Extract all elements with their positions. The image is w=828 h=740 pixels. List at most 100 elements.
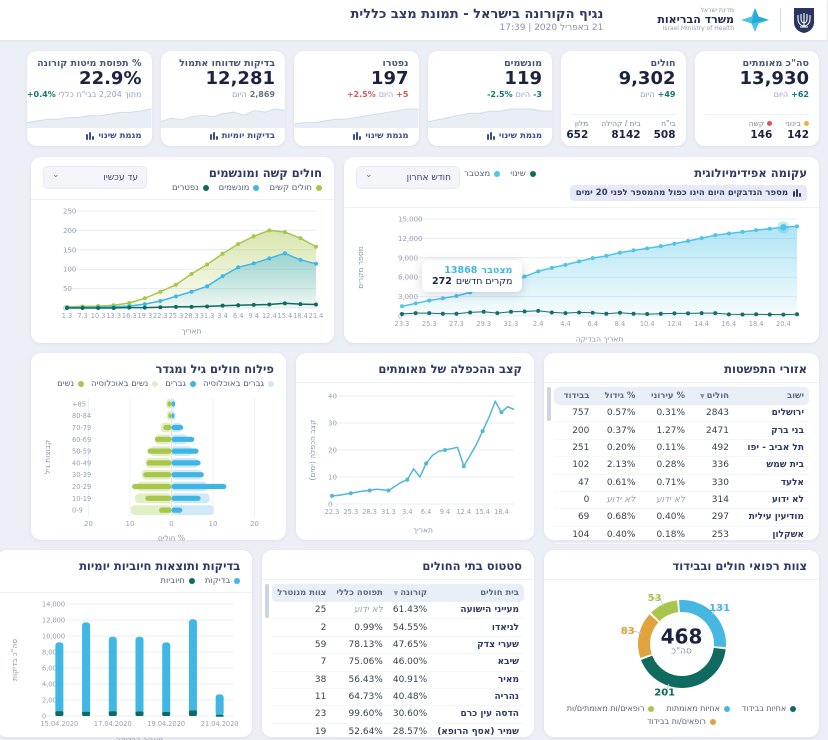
head-title-block: בדיקות ותוצאות חיוביות יומיות בדיקות חיוב…: [80, 559, 242, 586]
svg-text:6,000: 6,000: [399, 274, 419, 282]
legend-item[interactable]: נשים באוכלוסיה: [92, 379, 160, 389]
row-value-cell: 2.13%: [595, 456, 642, 475]
ministry-text: מדינת ישראל משרד הבריאות Israel Ministry…: [658, 7, 735, 32]
svg-text:50: 50: [64, 285, 73, 293]
card-title: בדיקות ותוצאות חיוביות יומיות: [80, 559, 242, 573]
kpi-substat: בי"ח 508: [654, 119, 677, 141]
column-header[interactable]: בבידוד: [555, 387, 596, 405]
trend-link[interactable]: מגמת שינוי: [38, 128, 143, 141]
legend-item[interactable]: מצטבר: [465, 169, 502, 179]
legend-item[interactable]: נפטרים: [173, 183, 210, 193]
row-value-cell: 40.91%: [388, 671, 434, 689]
legend-item[interactable]: חולים קשים: [270, 183, 323, 193]
row-charts-top: עקומה אפידימיולוגית מספר הנדבקים היום הי…: [28, 157, 820, 343]
row-value-cell: 23: [273, 705, 333, 724]
svg-text:18.4: 18.4: [750, 320, 765, 328]
delta-value: 2,869: [250, 89, 276, 99]
row-value-cell: 38: [273, 671, 333, 689]
kpi-delta: +49 היום: [572, 90, 676, 99]
table-row: בית שמש 336 0.28% 2.13% 102: [555, 456, 810, 475]
kpi-value: 9,302: [619, 68, 677, 89]
legend-dot-icon: [269, 381, 275, 387]
svg-text:20: 20: [251, 520, 260, 528]
legend-item[interactable]: חיוביות: [161, 576, 196, 586]
legend-item[interactable]: שינוי: [511, 169, 537, 179]
column-header[interactable]: צוות מנוטרל: [273, 584, 333, 602]
row-value-cell: 336: [691, 456, 735, 475]
svg-text:קבוצות גיל: קבוצות גיל: [44, 440, 53, 475]
bar-chart-icon: [487, 132, 496, 140]
column-header[interactable]: ישוב: [734, 387, 810, 405]
row-value-cell: 64.73%: [332, 688, 389, 707]
legend-item[interactable]: אחיות בבידוד: [743, 704, 798, 713]
legend-item[interactable]: בדיקות: [206, 576, 242, 586]
data-table: ישוב חולים▼% עירוני% גידול בבידוד ירושלים 28…: [555, 387, 810, 545]
svg-text:0: 0: [43, 713, 47, 721]
severe-range-dropdown[interactable]: עד עכשיו ⌄: [44, 166, 148, 189]
svg-text:8,000: 8,000: [43, 649, 62, 657]
row-value-cell: 0.68%: [595, 508, 642, 527]
column-header[interactable]: קורונה▼: [388, 584, 434, 602]
head-title-block: עקומה אפידימיולוגית מספר הנדבקים היום הי…: [570, 166, 808, 201]
svg-text:131: 131: [710, 603, 731, 614]
row-value-cell: 47.65%: [388, 636, 434, 655]
legend-item[interactable]: רופאים/ות מאומתים/ות: [568, 704, 656, 713]
svg-text:16.4: 16.4: [723, 320, 738, 328]
kpi-label: % תפוסת מיטות קורונה: [38, 58, 143, 69]
page-title: נגיף הקורונה בישראל - תמונת מצב כללית: [351, 7, 605, 22]
legend-dot-icon: [235, 578, 242, 584]
row-value-cell: 0: [555, 491, 596, 510]
trend-link[interactable]: מגמת שינוי: [439, 128, 543, 141]
hospitals-table: בית חולים קורונה▼ תפוסה כללי צוות מנוטרל מעי…: [263, 580, 535, 740]
moh-star-icon: [742, 8, 770, 32]
svg-text:60-69: 60-69: [73, 436, 92, 444]
row-name-cell: בית שמש: [734, 456, 810, 475]
row-value-cell: 28.57%: [388, 723, 434, 740]
doubling-chart-body: 0 10 20 30 40 22.3 25.3 28.3 31.3 3.4 6.4 9.4 12.4 15…: [297, 383, 535, 536]
svg-text:% חולים: % חולים: [159, 534, 186, 543]
bar-chart-icon: [210, 132, 219, 140]
column-header[interactable]: % גידול: [595, 387, 642, 405]
trend-link-label: מגמת שינוי: [366, 131, 410, 141]
svg-text:0: 0: [170, 520, 174, 528]
delta-suffix: היום: [379, 89, 395, 99]
trend-link[interactable]: מגמת שינוי: [305, 128, 410, 141]
svg-text:9.4: 9.4: [441, 508, 452, 516]
svg-text:12.4: 12.4: [668, 320, 683, 328]
scrollbar[interactable]: [266, 584, 271, 618]
legend-item[interactable]: אחיות מאומתות: [667, 704, 731, 713]
chart-legend: חולים קשים מונשמים נפטרים: [173, 183, 323, 193]
legend-item[interactable]: מונשמים: [220, 183, 261, 193]
column-header[interactable]: בית חולים: [433, 584, 525, 602]
column-header[interactable]: % עירוני: [641, 387, 692, 405]
row-value-cell: 251: [555, 439, 596, 458]
delta-percent: -2.5%: [488, 89, 514, 99]
kpi-delta: -3 היום -2.5%: [439, 89, 543, 99]
ministry-name: משרד הבריאות: [658, 13, 735, 27]
row-name-cell: שערי צדק: [433, 636, 525, 655]
row-name-cell: אשקלון: [734, 526, 810, 545]
row-value-cell: 47: [555, 474, 596, 492]
daily-tests-chart-body: 0 2,000 4,000 6,000 8,000 10,000 12,000 14,000 1…: [0, 593, 253, 740]
divider: [781, 8, 782, 32]
column-header[interactable]: תפוסה כללי: [332, 584, 389, 602]
legend-dot-icon: [530, 171, 537, 177]
svg-text:40-49: 40-49: [73, 459, 92, 467]
legend-item[interactable]: נשים: [58, 379, 86, 389]
column-header[interactable]: חולים▼: [691, 387, 735, 405]
trend-link-label: בדיקות יומיות: [222, 131, 276, 141]
card-head: בדיקות ותוצאות חיוביות יומיות בדיקות חיוב…: [0, 550, 254, 593]
scrollbar[interactable]: [548, 387, 552, 421]
epi-curve-card: עקומה אפידימיולוגית מספר הנדבקים היום הי…: [345, 157, 820, 343]
legend-item[interactable]: גברים באוכלוסיה: [204, 379, 275, 389]
legend-item[interactable]: גברים: [166, 379, 198, 389]
table-row: שערי צדק 47.65% 78.13% 59: [273, 636, 525, 655]
dropdown-value: חודש אחרון: [407, 172, 452, 183]
title-block: נגיף הקורונה בישראל - תמונת מצב כללית 21…: [352, 7, 605, 33]
epi-range-dropdown[interactable]: חודש אחרון ⌄: [357, 166, 461, 189]
trend-link-label: מגמת שינוי: [499, 131, 543, 141]
legend-item[interactable]: רופאים/ות בבידוד: [648, 717, 717, 726]
svg-text:25.3: 25.3: [170, 312, 185, 320]
daily-tests-link[interactable]: בדיקות יומיות: [172, 128, 276, 141]
sort-arrow-icon: ▼: [394, 590, 400, 597]
